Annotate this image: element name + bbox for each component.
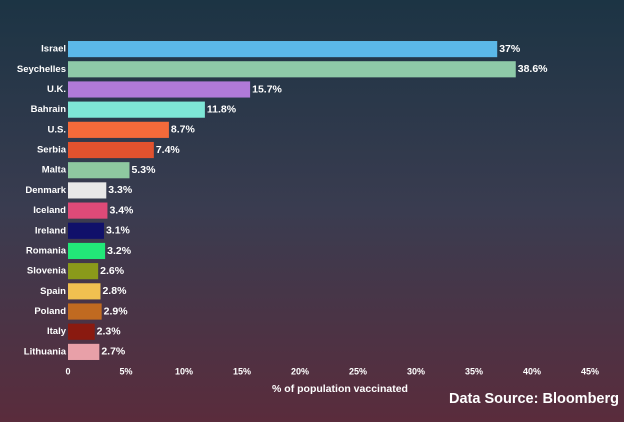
category-label: U.S. (48, 124, 66, 135)
bar (68, 121, 169, 138)
bar (68, 61, 516, 78)
bar (68, 323, 95, 340)
category-label: Seychelles (17, 64, 66, 75)
value-label: 7.4% (156, 144, 181, 156)
bar (68, 283, 101, 300)
bar (68, 242, 106, 260)
category-label: Israel (41, 44, 66, 55)
value-label: 15.7% (252, 83, 282, 95)
bar (68, 343, 100, 360)
value-label: 2.8% (102, 285, 127, 297)
bar (68, 222, 104, 239)
value-label: 2.7% (101, 346, 126, 358)
category-label: Poland (34, 306, 66, 317)
category-label: Serbia (37, 145, 67, 156)
category-label: Lithuania (24, 346, 67, 357)
bar (68, 263, 99, 280)
bar (68, 141, 154, 159)
value-label: 8.7% (171, 124, 196, 136)
category-label: Denmark (25, 185, 66, 196)
value-label: 38.6% (518, 63, 548, 75)
bar (68, 303, 102, 320)
x-axis-label: % of population vaccinated (272, 383, 408, 395)
x-tick-label: 40% (523, 366, 541, 376)
bar (68, 101, 205, 118)
bar (68, 182, 107, 199)
category-label: Spain (40, 286, 66, 297)
category-label: Bahrain (31, 104, 67, 115)
category-label: Slovenia (27, 266, 67, 277)
value-label: 3.1% (106, 225, 131, 237)
bar (68, 202, 108, 219)
category-label: Italy (47, 326, 67, 337)
value-label: 3.2% (107, 245, 132, 257)
x-tick-label: 15% (233, 366, 251, 376)
value-label: 3.4% (109, 204, 134, 216)
bar (68, 162, 130, 179)
bar (68, 81, 251, 98)
x-tick-label: 30% (407, 366, 425, 376)
category-label: Romania (26, 245, 67, 256)
x-tick-label: 35% (465, 366, 483, 376)
category-label: Ireland (35, 225, 66, 236)
x-tick-label: 0 (65, 366, 70, 376)
bar (68, 41, 498, 58)
value-label: 2.9% (104, 305, 129, 317)
source-annotation: Data Source: Bloomberg (449, 391, 619, 407)
category-label: Malta (42, 165, 67, 176)
x-tick-label: 10% (175, 366, 193, 376)
value-label: 11.8% (207, 103, 237, 115)
value-label: 5.3% (131, 164, 156, 176)
category-label: U.K. (47, 84, 66, 95)
category-label: Iceland (33, 205, 66, 216)
value-label: 2.6% (100, 265, 125, 277)
value-label: 2.3% (97, 326, 122, 338)
x-tick-label: 25% (349, 366, 367, 376)
value-label: 37% (499, 43, 521, 55)
x-tick-label: 5% (119, 366, 132, 376)
x-tick-label: 45% (581, 366, 599, 376)
value-label: 3.3% (108, 184, 133, 196)
x-tick-label: 20% (291, 366, 309, 376)
